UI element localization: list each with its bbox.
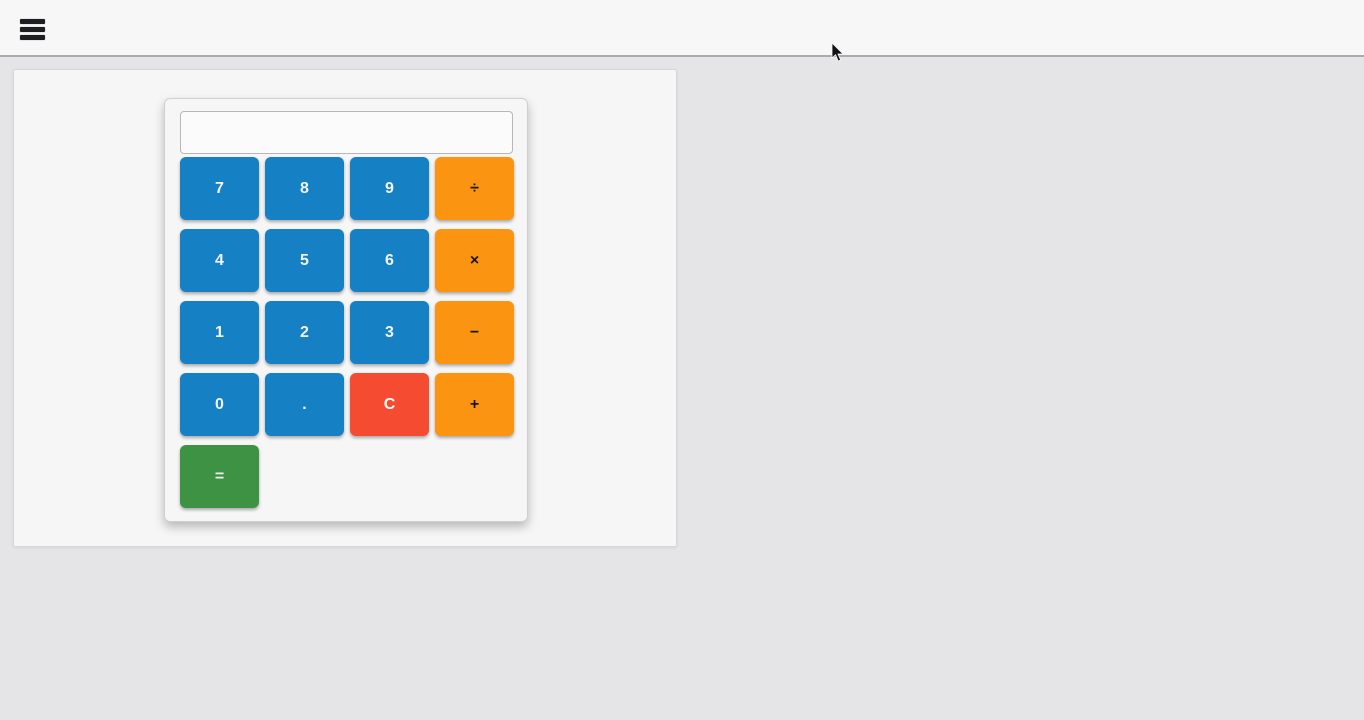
calculator-panel: 7 8 9 ÷ 4 5 6 × 1 2 3− 0. C + =: [164, 98, 528, 522]
calc-button-subtract[interactable]: −: [435, 301, 514, 364]
calc-button-4[interactable]: 4: [180, 229, 259, 292]
calc-button-9[interactable]: 9: [350, 157, 429, 220]
hamburger-icon: [20, 18, 45, 40]
calc-button-multiply[interactable]: ×: [435, 229, 514, 292]
calc-button-7[interactable]: 7: [180, 157, 259, 220]
calc-button-1[interactable]: 1: [180, 301, 259, 364]
content-card: 7 8 9 ÷ 4 5 6 × 1 2 3− 0. C + =: [13, 69, 677, 547]
calc-button-3[interactable]: 3: [350, 301, 429, 364]
top-navbar: [0, 0, 1364, 57]
calc-button-divide[interactable]: ÷: [435, 157, 514, 220]
menu-button[interactable]: [16, 14, 50, 44]
calc-button-5[interactable]: 5: [265, 229, 344, 292]
calc-button-equals[interactable]: =: [180, 445, 259, 508]
calculator-display-input[interactable]: [180, 111, 513, 154]
calc-button-decimal[interactable]: .: [265, 373, 344, 436]
calc-button-8[interactable]: 8: [265, 157, 344, 220]
calc-button-0[interactable]: 0: [180, 373, 259, 436]
calc-button-add[interactable]: +: [435, 373, 514, 436]
calc-button-grid: 7 8 9 ÷ 4 5 6 × 1 2 3− 0. C + =: [180, 157, 514, 508]
calc-button-2[interactable]: 2: [265, 301, 344, 364]
calc-button-clear[interactable]: C: [350, 373, 429, 436]
calc-button-6[interactable]: 6: [350, 229, 429, 292]
